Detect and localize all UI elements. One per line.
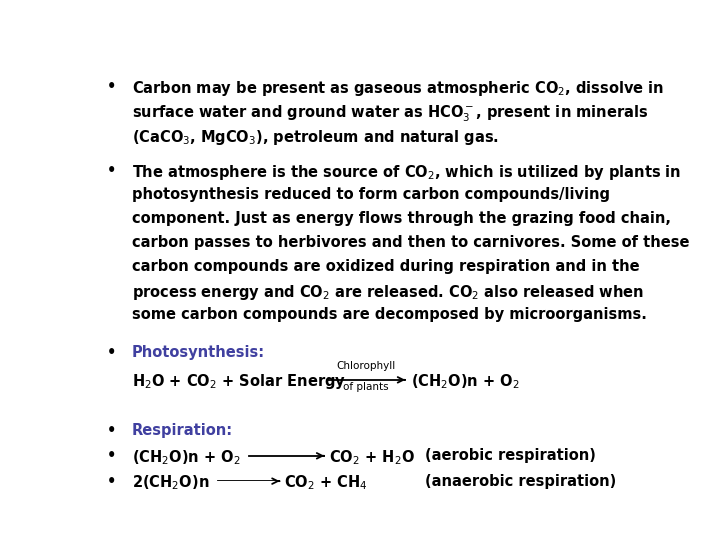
Text: •: • (107, 474, 116, 489)
Text: (aerobic respiration): (aerobic respiration) (425, 448, 595, 463)
Text: 2(CH$_2$O)n: 2(CH$_2$O)n (132, 474, 210, 492)
Text: (CH$_2$O)n + O$_2$: (CH$_2$O)n + O$_2$ (132, 448, 240, 467)
Text: •: • (107, 163, 116, 178)
Text: (CH$_2$O)n + O$_2$: (CH$_2$O)n + O$_2$ (411, 373, 520, 391)
Text: CO$_2$ + H$_2$O: CO$_2$ + H$_2$O (329, 448, 415, 467)
Text: Carbon may be present as gaseous atmospheric CO$_2$, dissolve in: Carbon may be present as gaseous atmosph… (132, 79, 664, 98)
Text: Chlorophyll: Chlorophyll (336, 361, 396, 370)
Text: •: • (107, 448, 116, 463)
Text: •: • (107, 345, 116, 360)
Text: component. Just as energy flows through the grazing food chain,: component. Just as energy flows through … (132, 211, 671, 226)
Text: some carbon compounds are decomposed by microorganisms.: some carbon compounds are decomposed by … (132, 307, 647, 322)
Text: (CaCO$_3$, MgCO$_3$), petroleum and natural gas.: (CaCO$_3$, MgCO$_3$), petroleum and natu… (132, 127, 499, 146)
Text: process energy and CO$_2$ are released. CO$_2$ also released when: process energy and CO$_2$ are released. … (132, 283, 644, 302)
Text: Respiration:: Respiration: (132, 423, 233, 438)
Text: photosynthesis reduced to form carbon compounds/living: photosynthesis reduced to form carbon co… (132, 187, 610, 201)
Text: •: • (107, 79, 116, 94)
Text: The atmosphere is the source of CO$_2$, which is utilized by plants in: The atmosphere is the source of CO$_2$, … (132, 163, 681, 181)
Text: (anaerobic respiration): (anaerobic respiration) (425, 474, 616, 489)
Text: surface water and ground water as HCO$_3^-$, present in minerals: surface water and ground water as HCO$_3… (132, 104, 648, 124)
Text: Photosynthesis:: Photosynthesis: (132, 345, 265, 360)
Text: of plants: of plants (343, 382, 389, 392)
Text: •: • (107, 423, 116, 438)
Text: carbon compounds are oxidized during respiration and in the: carbon compounds are oxidized during res… (132, 259, 639, 274)
Text: carbon passes to herbivores and then to carnivores. Some of these: carbon passes to herbivores and then to … (132, 235, 689, 250)
Text: CO$_2$ + CH$_4$: CO$_2$ + CH$_4$ (284, 474, 368, 492)
Text: H$_2$O + CO$_2$ + Solar Energy: H$_2$O + CO$_2$ + Solar Energy (132, 373, 346, 392)
